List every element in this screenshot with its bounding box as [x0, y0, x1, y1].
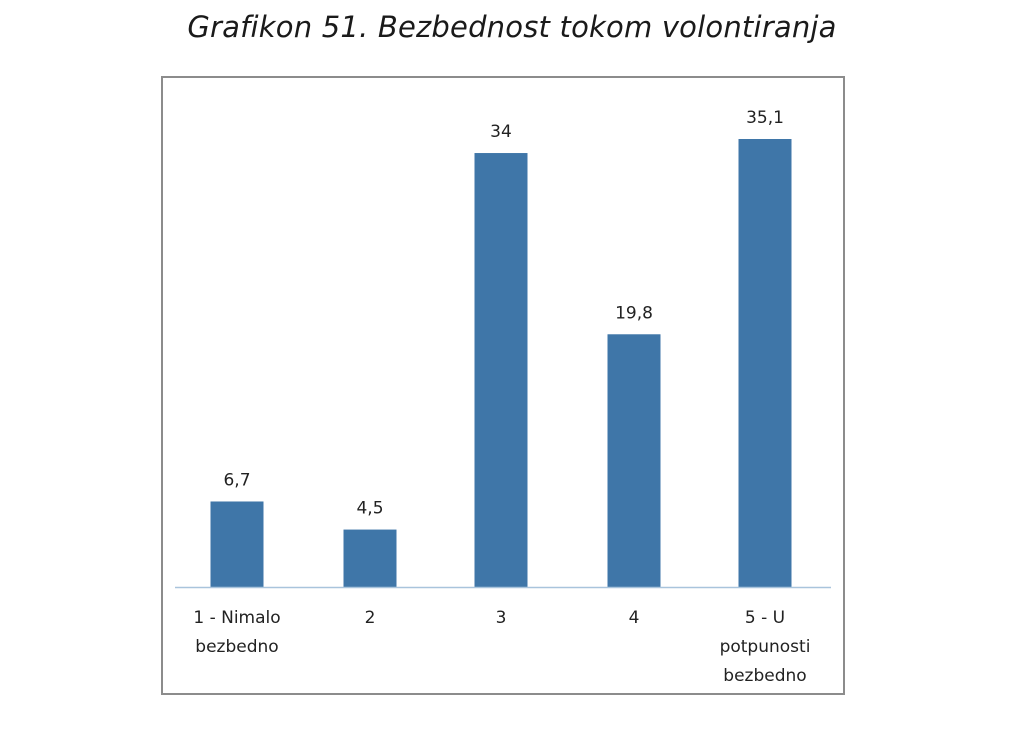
bar-2	[343, 529, 397, 587]
x-tick-label-4: 4	[629, 608, 640, 628]
data-label-4: 19,8	[615, 303, 653, 323]
data-label-1: 6,7	[223, 470, 250, 490]
bar-1	[210, 501, 264, 587]
bar-5	[738, 139, 792, 587]
chart-title: Grafikon 51. Bezbednost tokom volontiran…	[187, 10, 837, 44]
data-label-5: 35,1	[746, 108, 784, 128]
x-tick-label-2: 2	[365, 608, 376, 628]
x-tick-label-3: 3	[496, 608, 507, 628]
data-label-2: 4,5	[356, 499, 383, 519]
bar-3	[474, 153, 528, 587]
data-label-3: 34	[490, 122, 512, 142]
bar-4	[607, 334, 661, 587]
x-tick-label-1: 1 - Nimalo bezbedno	[193, 608, 280, 657]
